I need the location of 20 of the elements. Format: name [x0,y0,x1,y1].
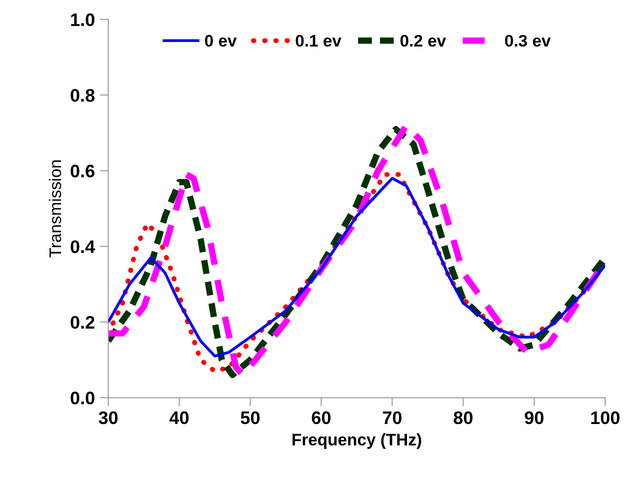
legend-label: 0.1 ev [296,34,342,47]
x-tick-label: 40 [170,411,189,424]
x-tick-label: 100 [591,411,620,424]
x-tick-label: 80 [454,411,472,424]
x-axis-title: Frequency (THz) [292,433,422,449]
x-tick-label: 50 [240,411,260,424]
x-tick-label: 70 [382,411,402,424]
y-tick-label: 0.4 [70,240,95,254]
legend-label: 0 ev [204,34,237,47]
x-tick-label: 30 [98,411,118,424]
legend-label: 0.3 ev [505,34,551,47]
legend-label: 0.2 ev [400,34,446,47]
y-tick-label: 0.2 [70,316,94,329]
y-tick-label: 1.0 [71,13,94,26]
y-axis-title: Transmission [48,160,62,258]
y-tick-label: 0.0 [70,392,94,404]
y-tick-label: 0.8 [70,88,95,102]
y-tick-label: 0.6 [70,164,94,178]
x-tick-label: 60 [312,411,331,424]
x-tick-label: 90 [524,411,544,424]
